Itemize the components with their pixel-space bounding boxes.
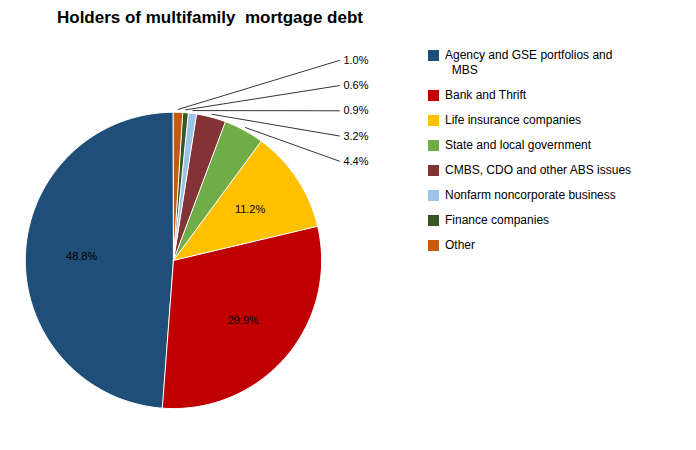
svg-text:1.0%: 1.0%: [343, 54, 368, 66]
svg-text:11.2%: 11.2%: [235, 203, 266, 215]
html-text:CMBS, CDO and other ABS issues: CMBS, CDO and other ABS issues: [445, 163, 632, 177]
html-text:Agency and GSE portfolios and: Agency and GSE portfolios and MBS: [445, 48, 613, 77]
svg-text:4.4%: 4.4%: [343, 155, 368, 167]
html-text:Other: Other: [445, 238, 475, 252]
html-text:Bank and Thrift: Bank and Thrift: [445, 88, 527, 102]
svg-text:3.2%: 3.2%: [343, 130, 368, 142]
svg-text:0.9%: 0.9%: [343, 104, 368, 116]
svg-text:29.9%: 29.9%: [228, 314, 259, 326]
svg-text:0.6%: 0.6%: [343, 79, 368, 91]
html-text:Finance companies: Finance companies: [445, 213, 550, 227]
html-text:State and local government: State and local government: [445, 138, 592, 152]
svg-text:48.8%: 48.8%: [66, 250, 97, 262]
html-text:Holders of multifamily mortgag: Holders of multifamily mortgage debt: [57, 8, 363, 27]
html-text:Life insurance companies: Life insurance companies: [445, 113, 582, 127]
html-text:Nonfarm noncorporate business: Nonfarm noncorporate business: [445, 188, 616, 202]
